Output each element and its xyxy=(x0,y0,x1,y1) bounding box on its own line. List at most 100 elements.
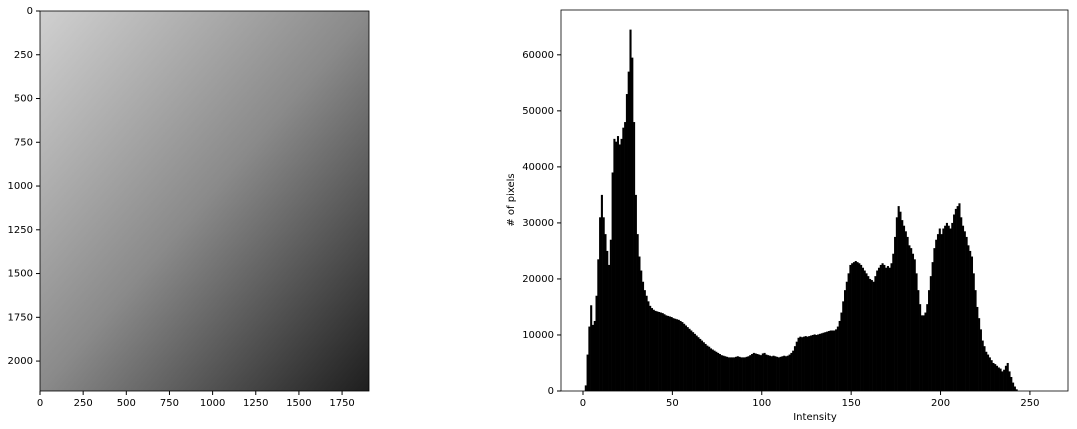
histogram-bar xyxy=(631,57,634,391)
histogram-bar xyxy=(770,356,773,391)
y-tick-label: 250 xyxy=(14,50,33,61)
histogram-bar xyxy=(726,356,729,391)
histogram-bar xyxy=(894,236,897,391)
histogram-bar xyxy=(969,250,972,391)
histogram-bar xyxy=(936,234,940,391)
histogram-bar xyxy=(883,264,886,391)
histogram-bar xyxy=(983,346,986,391)
x-tick-label: 50 xyxy=(666,398,679,409)
histogram-bar xyxy=(804,336,807,391)
histogram-bar xyxy=(1001,371,1004,391)
histogram-bar xyxy=(895,217,898,391)
histogram-bar xyxy=(738,356,741,391)
histogram-bar xyxy=(650,308,654,391)
histogram-bar xyxy=(683,323,686,391)
histogram-bar xyxy=(706,345,709,391)
histogram-bar xyxy=(942,228,945,391)
histogram-bar xyxy=(704,343,707,391)
histogram-bar xyxy=(987,354,990,391)
x-tick-label: 1750 xyxy=(329,398,354,409)
histogram-bar xyxy=(976,306,979,391)
histogram-bar xyxy=(845,281,848,391)
y-tick-label: 30000 xyxy=(522,218,554,229)
histogram-bar xyxy=(720,355,723,391)
histogram-bar xyxy=(829,330,832,391)
histogram-bar xyxy=(729,357,732,391)
histogram-bar xyxy=(636,234,639,391)
histogram-bar xyxy=(911,253,915,391)
histogram-bar xyxy=(951,222,954,391)
x-tick-label: 750 xyxy=(160,398,179,409)
x-tick-label: 0 xyxy=(580,398,586,409)
histogram-bar xyxy=(861,267,864,391)
histogram-bar xyxy=(606,250,609,391)
histogram-bar xyxy=(801,337,804,391)
histogram-bar xyxy=(627,71,630,391)
histogram-bar xyxy=(667,315,670,391)
histogram-bar xyxy=(708,346,711,391)
histogram-bar xyxy=(793,346,797,391)
histogram-bar xyxy=(806,336,809,391)
histogram-bar xyxy=(915,273,918,391)
histogram-bar xyxy=(913,259,916,391)
histogram-bar xyxy=(613,138,616,391)
histogram-bar xyxy=(902,225,906,391)
y-tick-label: 1000 xyxy=(8,181,33,192)
histogram-bar xyxy=(591,324,595,391)
histogram-bar xyxy=(643,290,646,391)
histogram-bar xyxy=(684,325,687,391)
histogram-bar xyxy=(1010,376,1013,391)
histogram-bar xyxy=(743,357,746,391)
histogram-bar xyxy=(792,350,795,391)
histogram-bar xyxy=(783,355,786,391)
histogram-bar xyxy=(985,351,988,391)
histogram-bar xyxy=(731,357,734,391)
histogram-bar xyxy=(899,211,902,391)
histogram-bar xyxy=(615,141,618,391)
histogram-bar xyxy=(634,194,637,391)
y-tick-label: 1500 xyxy=(8,269,33,280)
histogram-bar xyxy=(709,348,713,391)
histogram-bar xyxy=(686,327,689,391)
histogram-bar xyxy=(815,334,818,391)
histogram-bar xyxy=(1004,365,1007,391)
histogram-bar xyxy=(633,122,636,391)
histogram-bar xyxy=(763,352,766,391)
histogram-bar xyxy=(604,234,607,391)
histogram-bar xyxy=(858,263,861,391)
histogram-bar xyxy=(997,367,1000,391)
photo-placeholder xyxy=(40,11,369,391)
histogram-bar xyxy=(756,354,759,391)
histogram-bar xyxy=(597,259,600,391)
histogram-bar xyxy=(856,262,859,391)
x-tick-label: 250 xyxy=(1020,398,1039,409)
x-tick-label: 0 xyxy=(37,398,43,409)
histogram-bar xyxy=(879,264,882,391)
histogram-bar xyxy=(593,320,596,391)
histogram-bar xyxy=(711,349,714,391)
histogram-bar xyxy=(785,356,788,391)
histogram-bar xyxy=(931,262,934,391)
histogram-bar xyxy=(813,334,816,391)
histogram-bar xyxy=(659,312,662,391)
x-axis-label: Intensity xyxy=(793,412,837,423)
histogram-bar xyxy=(652,309,655,391)
histogram-bar xyxy=(640,270,643,391)
y-tick-label: 1750 xyxy=(8,312,33,323)
histogram-bar xyxy=(938,228,941,391)
x-tick-label: 150 xyxy=(842,398,861,409)
histogram-bar xyxy=(897,206,900,391)
histogram-bar xyxy=(836,326,839,391)
histogram-bar xyxy=(929,276,932,391)
histogram-bar xyxy=(734,356,738,391)
histogram-bar xyxy=(658,311,661,391)
histogram-bar xyxy=(759,355,763,391)
histogram-bar xyxy=(638,256,641,391)
y-tick-label: 50000 xyxy=(522,106,554,117)
histogram-bar xyxy=(865,273,868,391)
histogram-bar xyxy=(826,331,829,391)
histogram-bar xyxy=(933,248,936,391)
histogram-bar xyxy=(768,355,772,391)
histogram-bar xyxy=(802,336,805,391)
histogram-bar xyxy=(622,127,625,391)
